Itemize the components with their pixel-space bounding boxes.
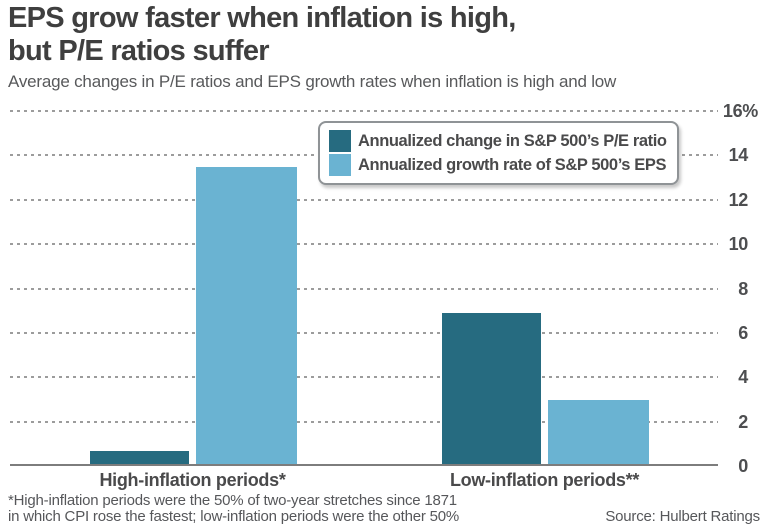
legend-item-1: Annualized change in S&P 500’s P/E ratio bbox=[329, 129, 667, 153]
gridline-8 bbox=[10, 287, 718, 290]
gridline-16 bbox=[10, 110, 718, 112]
footnote-line-2: in which CPI rose the fastest; low-infla… bbox=[8, 507, 460, 525]
footnote: *High-inflation periods were the 50% of … bbox=[8, 493, 459, 524]
y-tick-label-8: 8 bbox=[738, 278, 748, 299]
y-tick-label-4: 4 bbox=[738, 367, 748, 388]
gridline-2 bbox=[10, 420, 718, 423]
legend-label: Annualized change in S&P 500’s P/E ratio bbox=[358, 131, 667, 150]
bar-series1-category1 bbox=[90, 450, 189, 464]
y-tick-label-14: 14 bbox=[728, 145, 749, 166]
title-line-2: but P/E ratios suffer bbox=[8, 35, 270, 67]
footnote-line-1: *High-inflation periods were the 50% of … bbox=[8, 492, 457, 509]
gridline-12 bbox=[10, 198, 718, 201]
y-tick-label-6: 6 bbox=[738, 322, 748, 343]
bar-series2-category1 bbox=[196, 166, 297, 464]
legend-swatch-icon bbox=[329, 130, 351, 152]
title-line-1: EPS grow faster when inflation is high, bbox=[8, 2, 516, 34]
category-label-2: Low-inflation periods** bbox=[449, 470, 640, 490]
gridline-4 bbox=[10, 376, 718, 379]
gridline-6 bbox=[10, 331, 718, 334]
legend-item-2: Annualized growth rate of S&P 500’s EPS bbox=[329, 153, 667, 177]
category-label-1: High-inflation periods* bbox=[99, 470, 286, 490]
y-tick-label-16: 16% bbox=[722, 101, 758, 121]
bar-series2-category2 bbox=[548, 399, 649, 464]
legend-label: Annualized growth rate of S&P 500’s EPS bbox=[358, 155, 667, 174]
y-tick-label-12: 12 bbox=[728, 189, 749, 210]
source-credit: Source: Hulbert Ratings bbox=[605, 508, 760, 525]
y-tick-label-10: 10 bbox=[728, 234, 749, 255]
chart-subtitle: Average changes in P/E ratios and EPS gr… bbox=[8, 72, 617, 91]
bar-series1-category2 bbox=[442, 313, 541, 464]
y-tick-label-2: 2 bbox=[738, 411, 748, 432]
plot-area bbox=[10, 110, 718, 466]
gridline-10 bbox=[10, 243, 718, 246]
legend-swatch-icon bbox=[329, 154, 351, 176]
y-tick-label-0: 0 bbox=[738, 456, 748, 476]
x-axis-line bbox=[10, 464, 718, 466]
chart-title: EPS grow faster when inflation is high, b… bbox=[8, 2, 516, 68]
legend: Annualized change in S&P 500’s P/E ratio… bbox=[318, 121, 679, 185]
